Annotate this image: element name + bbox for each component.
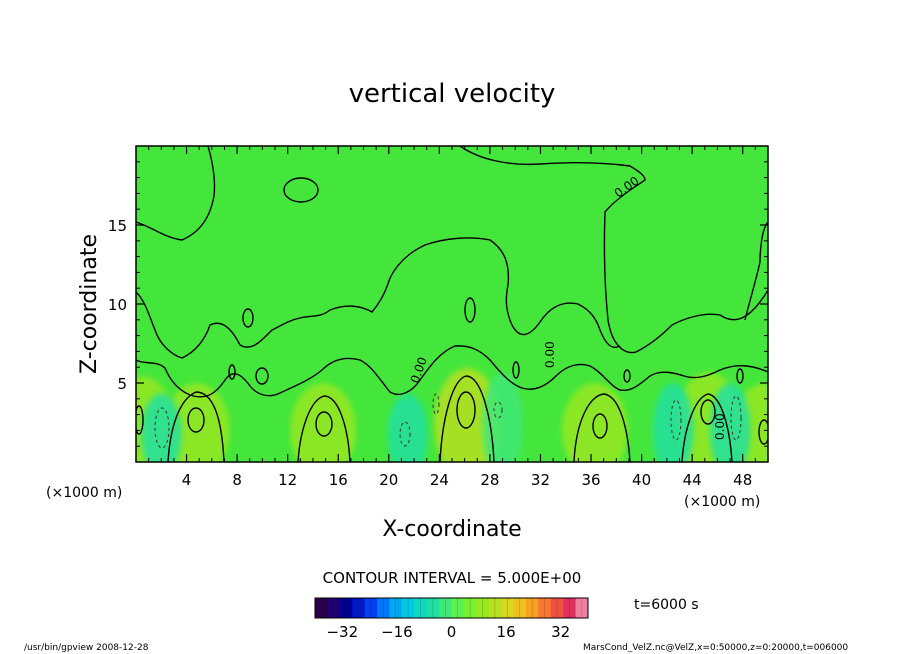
colorbar-frame — [314, 597, 589, 619]
colorbar-swatch-3 — [352, 598, 366, 618]
contour-core5 — [700, 399, 716, 425]
contour-low1 — [167, 391, 225, 462]
time-label: t=6000 s — [634, 597, 699, 613]
contour-core0 — [136, 405, 144, 435]
contour-lines — [136, 146, 768, 462]
contour-neg5 — [730, 395, 742, 441]
colorbar-tick-label-4: 32 — [551, 623, 570, 641]
y-axis-label: Z-coordinate — [77, 234, 102, 374]
contour-mid — [136, 237, 621, 359]
contour-blob — [283, 177, 319, 203]
contour-neg6 — [493, 401, 503, 419]
x-unit-right: (×1000 m) — [684, 494, 760, 510]
colorbar-swatch-13 — [476, 598, 490, 618]
contour-blob-f — [736, 368, 744, 384]
colorbar-swatch-17 — [525, 598, 539, 618]
contour-mid2 — [136, 345, 768, 398]
x-unit-left: (×1000 m) — [46, 485, 122, 501]
contour-core3 — [456, 391, 476, 429]
colorbar-swatch-19 — [550, 598, 564, 618]
colorbar-swatch-4 — [364, 598, 378, 618]
contour-label-4: 0.00 — [713, 413, 727, 440]
contour-core6 — [758, 419, 768, 445]
colorbar-swatch-15 — [501, 598, 515, 618]
contour-low2 — [297, 395, 351, 462]
colorbar-tick-label-3: 16 — [497, 623, 516, 641]
contour-neg3 — [432, 393, 440, 415]
downdraft-cell-1 — [387, 393, 428, 462]
contour-low5 — [681, 393, 733, 462]
contour-blob-b — [464, 297, 476, 323]
x-tick-label-1: 8 — [232, 471, 242, 489]
x-tick-label-6: 28 — [480, 471, 499, 489]
colorbar-swatch-18 — [538, 598, 552, 618]
x-tick-label-5: 24 — [430, 471, 449, 489]
x-tick-label-9: 40 — [632, 471, 651, 489]
contour-low4 — [573, 393, 631, 462]
y-tick-label-0: 5 — [117, 375, 127, 393]
updraft-cell-4 — [561, 383, 628, 462]
colorbar-swatch-2 — [339, 598, 353, 618]
contour-interval-text: CONTOUR INTERVAL = 5.000E+00 — [323, 569, 582, 587]
y-tick-label-2: 15 — [108, 217, 127, 235]
colorbar-swatch-7 — [401, 598, 415, 618]
downdraft-cell-3 — [652, 383, 694, 462]
y-tick-label-1: 10 — [108, 296, 127, 314]
contour-blob-c — [228, 364, 236, 380]
colorbar-swatch-0 — [315, 598, 328, 618]
contour-core2 — [315, 411, 333, 437]
contour-core4 — [592, 413, 608, 439]
colorbar-swatch-14 — [488, 598, 502, 618]
colorbar-swatch-20 — [563, 598, 577, 618]
colorbar-swatch-8 — [414, 598, 428, 618]
colorbar-swatch-11 — [451, 598, 465, 618]
contour-blob-e — [512, 361, 520, 379]
velocity-cells — [136, 368, 768, 462]
colorbar-tick-label-0: −32 — [326, 623, 358, 641]
contour-blob-a — [242, 308, 254, 328]
colorbar-swatch-10 — [439, 598, 452, 618]
chart-title: vertical velocity — [349, 79, 556, 109]
colorbar-swatch-12 — [463, 598, 477, 618]
y-axis: 5 10 15 — [108, 161, 768, 447]
downdraft-cell-0 — [141, 393, 182, 462]
colorbar — [315, 598, 589, 618]
contour-neg4 — [670, 399, 682, 441]
updraft-cell-2 — [290, 383, 356, 462]
contour-top — [459, 146, 768, 354]
colorbar-swatch-9 — [426, 598, 440, 618]
contour-blob-d — [623, 369, 631, 383]
contour-low3 — [439, 375, 495, 462]
downdraft-cell-4 — [709, 383, 751, 462]
colorbar-swatch-6 — [389, 598, 403, 618]
colorbar-ticks: −32 −16 0 16 32 — [326, 623, 570, 641]
contour-upper — [136, 146, 216, 241]
contour-neg1 — [154, 407, 170, 449]
colorbar-swatch-5 — [377, 598, 390, 618]
footer-right: MarsCond_VelZ.nc@VelZ,x=0:50000,z=0:2000… — [583, 643, 848, 653]
colorbar-tick-label-1: −16 — [381, 623, 413, 641]
footer-left: /usr/bin/gpview 2008-12-28 — [24, 643, 149, 653]
x-tick-label-0: 4 — [182, 471, 192, 489]
x-axis: 4 8 12 16 20 24 28 32 36 40 44 48 — [148, 146, 756, 489]
contour-label-3: 0.00 — [543, 341, 557, 368]
x-tick-label-10: 44 — [683, 471, 702, 489]
x-axis-label: X-coordinate — [382, 517, 521, 542]
x-tick-label-7: 32 — [531, 471, 550, 489]
contour-blob-g — [255, 367, 269, 385]
colorbar-swatch-1 — [327, 598, 341, 618]
colorbar-swatch-16 — [513, 598, 527, 618]
contour-neg2 — [399, 421, 411, 447]
x-tick-label-2: 12 — [278, 471, 297, 489]
x-tick-label-4: 20 — [379, 471, 398, 489]
colorbar-tick-label-2: 0 — [447, 623, 457, 641]
contour-upper-right — [744, 221, 768, 321]
x-tick-label-8: 36 — [581, 471, 600, 489]
contour-core1 — [187, 407, 205, 433]
x-tick-label-3: 16 — [329, 471, 348, 489]
x-tick-label-11: 48 — [733, 471, 752, 489]
colorbar-swatch-21 — [575, 598, 589, 618]
plot-area: 0.00 0.00 0.00 0.00 — [135, 145, 769, 463]
